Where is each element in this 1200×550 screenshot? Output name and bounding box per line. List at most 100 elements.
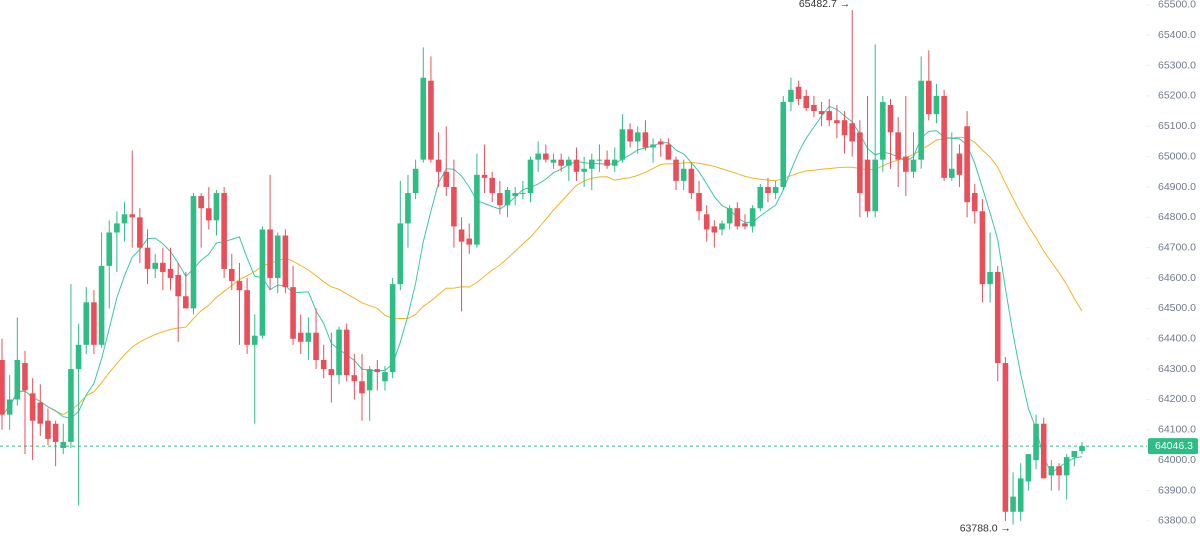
- candle-body: [405, 193, 411, 224]
- candle-body: [351, 375, 358, 382]
- candle-body: [903, 156, 909, 172]
- candle-body: [60, 441, 67, 449]
- candle-body: [857, 132, 863, 194]
- candle-body: [22, 363, 28, 391]
- candle-body: [566, 159, 572, 166]
- candle-body: [435, 159, 442, 172]
- candle-body: [236, 281, 243, 291]
- candle-body: [466, 238, 473, 245]
- candle-body: [481, 174, 488, 178]
- candle-body: [129, 214, 136, 218]
- candle-body: [987, 271, 993, 285]
- candle-body: [305, 332, 312, 342]
- candle-body: [826, 111, 833, 121]
- y-tick-label: 64700.0: [1158, 241, 1196, 253]
- candle-body: [343, 329, 350, 376]
- last-price-label: 64046.3: [1155, 440, 1193, 452]
- y-tick-label: 64200.0: [1158, 393, 1196, 405]
- candle-body: [573, 159, 580, 172]
- candle-body: [619, 129, 626, 160]
- candle-body: [673, 159, 679, 181]
- candle-body: [742, 223, 748, 227]
- candle-body: [765, 186, 771, 194]
- candle-body: [688, 168, 695, 194]
- candle-body: [68, 369, 74, 442]
- candle-body: [451, 186, 457, 227]
- candle-body: [374, 369, 381, 373]
- y-tick-label: 64100.0: [1158, 424, 1196, 436]
- candle-body: [497, 193, 503, 206]
- candle-body: [397, 223, 404, 285]
- candle-body: [811, 105, 817, 112]
- candle-body: [665, 144, 672, 160]
- candle-body: [780, 101, 787, 187]
- candle-body: [818, 111, 825, 115]
- candle-body: [206, 208, 212, 221]
- candle-body: [527, 159, 534, 194]
- candle-body: [175, 275, 181, 297]
- candle-body: [543, 153, 549, 160]
- y-tick-label: 64500.0: [1158, 302, 1196, 314]
- candle-body: [366, 369, 373, 391]
- candle-body: [772, 186, 779, 194]
- candle-body: [228, 268, 235, 282]
- candle-body: [190, 196, 197, 309]
- candle-body: [14, 359, 21, 400]
- candle-body: [183, 296, 189, 309]
- candle-body: [144, 247, 151, 269]
- candle-body: [474, 174, 480, 245]
- candle-body: [520, 193, 526, 195]
- candle-body: [749, 208, 756, 227]
- candle-body: [267, 229, 273, 279]
- low-marker-label: 63788.0 →: [960, 522, 1011, 534]
- candle-body: [313, 332, 319, 360]
- candle-body: [895, 132, 901, 160]
- candle-body: [504, 190, 511, 206]
- candle-body: [0, 359, 5, 415]
- y-tick-label: 63800.0: [1158, 515, 1196, 527]
- candle-body: [412, 168, 419, 194]
- candle-body: [604, 159, 610, 166]
- moving-average: [1, 136, 1083, 416]
- candle-body: [994, 271, 1001, 364]
- candle-body: [121, 214, 128, 224]
- y-tick-label: 65200.0: [1158, 90, 1196, 102]
- candle-body: [933, 95, 940, 115]
- candle-body: [887, 105, 894, 133]
- candle-body: [45, 420, 51, 439]
- candle-body: [872, 159, 878, 212]
- candle-body: [834, 120, 840, 124]
- candle-body: [282, 235, 289, 288]
- candle-body: [290, 287, 296, 339]
- candle-body: [849, 123, 856, 142]
- candle-body: [29, 393, 36, 421]
- candle-body: [274, 235, 281, 279]
- y-tick-label: 64800.0: [1158, 211, 1196, 223]
- candle-body: [359, 381, 365, 394]
- candle-body: [167, 268, 174, 279]
- high-marker-label: 65482.7 →: [799, 0, 850, 10]
- candle-body: [581, 168, 587, 172]
- y-tick-label: 64900.0: [1158, 181, 1196, 193]
- candle-body: [336, 329, 342, 376]
- candle-body: [734, 208, 741, 227]
- candle-body: [328, 369, 335, 376]
- candle-body: [152, 262, 158, 269]
- candle-body: [627, 129, 633, 142]
- candle-body: [941, 95, 947, 178]
- candle-body: [52, 423, 59, 442]
- candle-body: [458, 229, 465, 242]
- candle-body: [719, 223, 725, 230]
- candle-body: [926, 80, 932, 115]
- y-tick-label: 65400.0: [1158, 29, 1196, 41]
- candle-body: [428, 80, 434, 160]
- candle-body: [703, 214, 710, 230]
- y-tick-label: 65300.0: [1158, 59, 1196, 71]
- candle-body: [757, 186, 764, 209]
- candle-body: [550, 159, 557, 163]
- candle-body: [971, 193, 978, 212]
- candle-body: [948, 168, 955, 178]
- candle-body: [137, 217, 143, 248]
- candle-body: [259, 229, 266, 336]
